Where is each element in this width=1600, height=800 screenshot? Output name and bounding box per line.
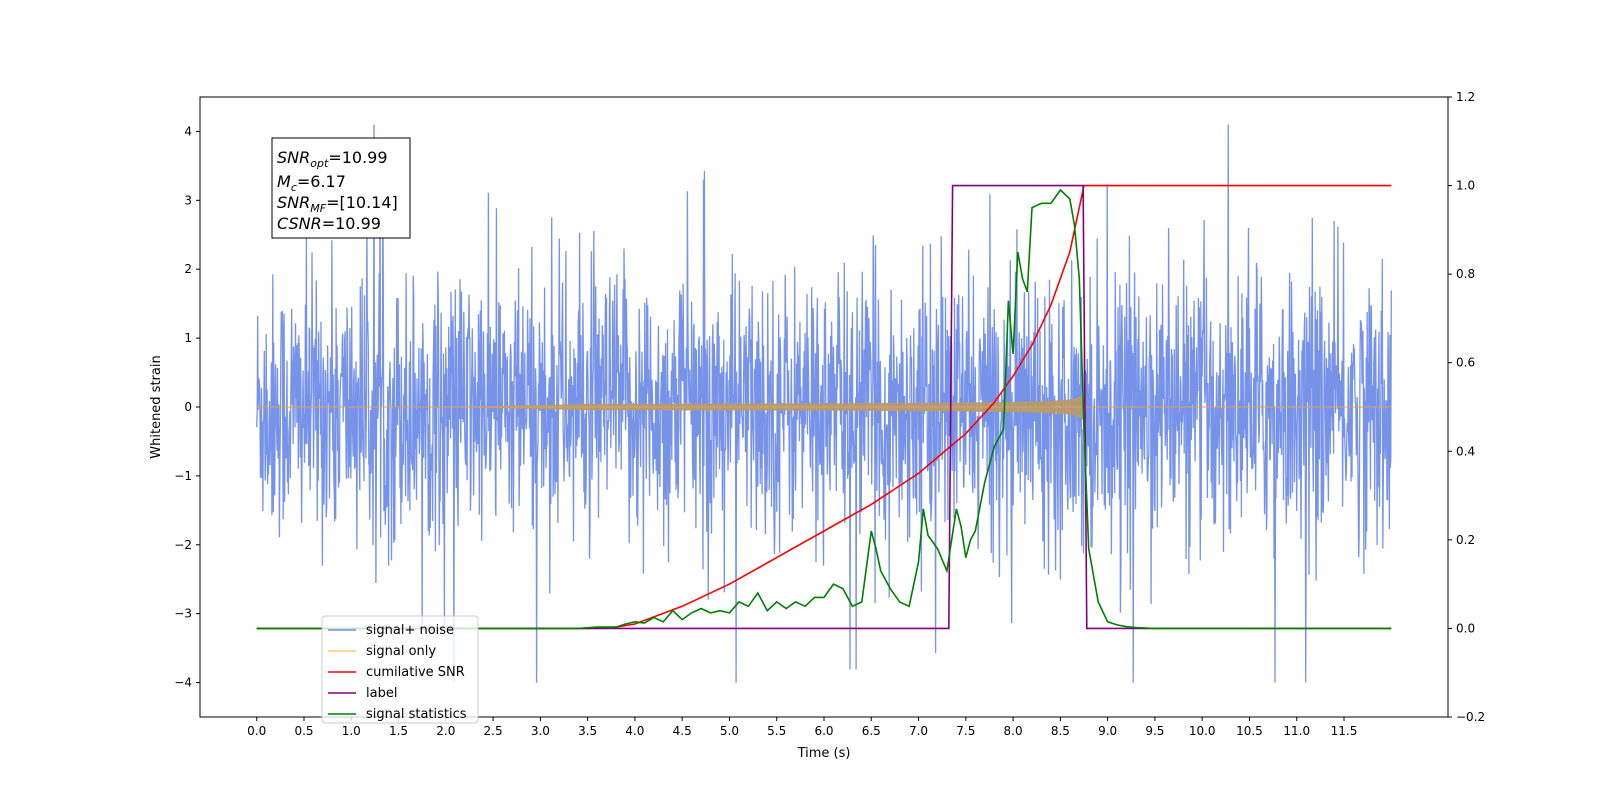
right-y-tick-label: 1.2 <box>1456 90 1475 104</box>
x-tick-label: 9.5 <box>1145 724 1164 738</box>
x-tick-label: 8.0 <box>1004 724 1023 738</box>
legend-label: label <box>366 686 397 701</box>
x-tick-label: 5.0 <box>720 724 739 738</box>
signal-noise-line <box>256 124 1392 683</box>
x-tick-label: 11.0 <box>1283 724 1310 738</box>
signal-only-trace <box>256 338 1392 476</box>
right-y-tick-label: 0.6 <box>1456 356 1475 370</box>
right-y-tick-label: 0.4 <box>1456 444 1475 458</box>
signal-noise-trace <box>256 124 1392 683</box>
legend: signal+ noise signal only cumilative SNR la… <box>321 615 479 724</box>
annotation-snr-opt: SNRopt=10.99 <box>277 148 388 170</box>
x-tick-label: 1.5 <box>389 724 408 738</box>
x-tick-label: 10.0 <box>1189 724 1216 738</box>
x-tick-label: 6.0 <box>814 724 833 738</box>
x-tick-label: 2.0 <box>436 724 455 738</box>
x-tick-label: 1.0 <box>342 724 361 738</box>
series-lines <box>256 184 1392 630</box>
x-axis-label: Time (s) <box>797 746 851 761</box>
legend-label: signal+ noise <box>366 623 454 638</box>
left-y-tick-label: −4 <box>174 676 192 690</box>
legend-label: signal statistics <box>366 707 467 722</box>
x-tick-label: 3.0 <box>531 724 550 738</box>
label-line <box>256 184 1392 630</box>
x-tick-label: 5.5 <box>767 724 786 738</box>
x-tick-label: 6.5 <box>862 724 881 738</box>
x-tick-label: 3.5 <box>578 724 597 738</box>
legend-label: signal only <box>366 644 436 659</box>
x-tick-label: 2.5 <box>484 724 503 738</box>
x-tick-label: 11.5 <box>1331 724 1358 738</box>
left-y-tick-label: 1 <box>184 331 192 345</box>
right-y-tick-label: 0.0 <box>1456 621 1475 635</box>
x-tick-label: 4.0 <box>625 724 644 738</box>
left-y-tick-label: −3 <box>174 607 192 621</box>
right-y-axis-ticks: 1.2 1.0 0.8 0.6 0.4 0.2 0.0 −0.2 <box>1448 90 1485 724</box>
annotation-box: SNRopt=10.99 Mc=6.17 SNRMF=[10.14] CSNR=… <box>271 137 411 239</box>
left-y-tick-label: 0 <box>184 400 192 414</box>
left-y-tick-label: −1 <box>174 469 192 483</box>
x-tick-label: 4.5 <box>673 724 692 738</box>
legend-label: cumilative SNR <box>366 665 465 680</box>
x-tick-label: 0.5 <box>294 724 313 738</box>
x-tick-label: 0.0 <box>247 724 266 738</box>
right-y-tick-label: −0.2 <box>1456 710 1485 724</box>
x-tick-label: 9.0 <box>1098 724 1117 738</box>
x-tick-label: 7.0 <box>909 724 928 738</box>
right-y-tick-label: 0.2 <box>1456 533 1475 547</box>
signal-statistics-line <box>256 188 1392 630</box>
annotation-csnr: CSNR=10.99 <box>277 214 381 233</box>
left-y-axis-label: Whitened strain <box>149 355 164 458</box>
cumulative-snr-line <box>256 184 1392 630</box>
left-y-tick-label: −2 <box>174 538 192 552</box>
left-y-tick-label: 4 <box>184 124 192 138</box>
left-y-tick-label: 2 <box>184 262 192 276</box>
left-y-axis-ticks: 4 3 2 1 0 −1 −2 −3 −4 <box>174 124 200 690</box>
left-y-tick-label: 3 <box>184 193 192 207</box>
annotation-snr-mf: SNRMF=[10.14] <box>277 193 398 215</box>
x-tick-label: 10.5 <box>1236 724 1263 738</box>
x-tick-label: 8.5 <box>1051 724 1070 738</box>
right-y-tick-label: 0.8 <box>1456 267 1475 281</box>
x-tick-label: 7.5 <box>956 724 975 738</box>
annotation-mc: Mc=6.17 <box>277 172 346 194</box>
right-y-tick-label: 1.0 <box>1456 179 1475 193</box>
x-axis-ticks: 0.0 0.5 1.0 1.5 2.0 2.5 3.0 3.5 4.0 4.5 5.0 5.5 6.0 6… <box>247 717 1357 738</box>
